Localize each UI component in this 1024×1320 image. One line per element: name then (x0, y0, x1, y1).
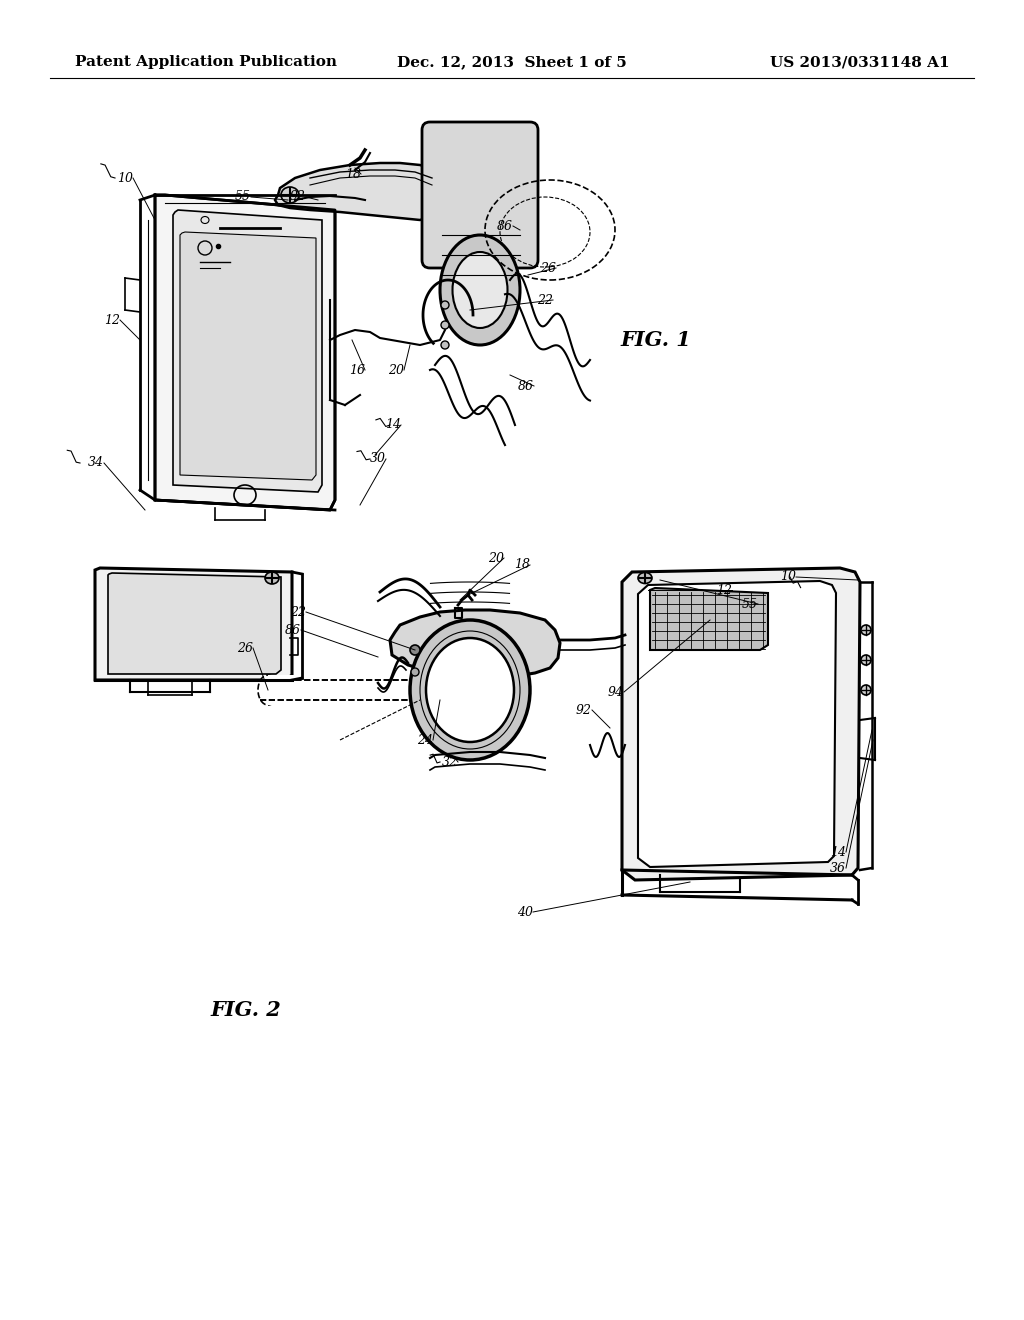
Text: 36: 36 (830, 862, 846, 874)
Text: 40: 40 (517, 906, 534, 919)
Ellipse shape (440, 235, 520, 345)
Text: 34: 34 (88, 457, 104, 470)
Text: 30: 30 (370, 453, 386, 466)
FancyBboxPatch shape (422, 121, 538, 268)
Polygon shape (650, 587, 768, 649)
Ellipse shape (453, 252, 508, 327)
Text: 32: 32 (442, 755, 458, 768)
Text: FIG. 1: FIG. 1 (620, 330, 691, 350)
Text: 26: 26 (540, 261, 556, 275)
Text: 86: 86 (497, 219, 513, 232)
Ellipse shape (426, 638, 514, 742)
Text: 55: 55 (742, 598, 758, 610)
Polygon shape (622, 568, 860, 880)
Text: 20: 20 (388, 363, 404, 376)
Text: 16: 16 (349, 363, 365, 376)
Text: 20: 20 (488, 552, 504, 565)
Text: 18: 18 (514, 558, 530, 572)
Text: 55: 55 (234, 190, 251, 203)
Text: 86: 86 (518, 380, 534, 392)
Ellipse shape (441, 341, 449, 348)
Ellipse shape (441, 301, 449, 309)
Polygon shape (268, 675, 408, 705)
Text: 22: 22 (290, 606, 306, 619)
Polygon shape (390, 610, 560, 678)
Text: 12: 12 (716, 583, 732, 597)
Ellipse shape (281, 187, 299, 203)
Ellipse shape (410, 620, 530, 760)
Ellipse shape (638, 573, 652, 583)
Text: 18: 18 (345, 168, 361, 181)
Text: Dec. 12, 2013  Sheet 1 of 5: Dec. 12, 2013 Sheet 1 of 5 (397, 55, 627, 69)
Text: 92: 92 (575, 704, 592, 717)
Text: US 2013/0331148 A1: US 2013/0331148 A1 (770, 55, 950, 69)
Polygon shape (180, 232, 316, 480)
Text: 10: 10 (780, 570, 796, 583)
Polygon shape (95, 568, 292, 680)
Text: 22: 22 (537, 293, 553, 306)
Polygon shape (638, 581, 836, 867)
Ellipse shape (410, 645, 420, 655)
Text: 14: 14 (830, 846, 846, 858)
Text: FIG. 2: FIG. 2 (210, 1001, 281, 1020)
Ellipse shape (861, 655, 871, 665)
Polygon shape (173, 210, 322, 492)
Text: 94: 94 (608, 685, 624, 698)
Text: 10: 10 (117, 172, 133, 185)
Polygon shape (108, 573, 281, 675)
Text: Patent Application Publication: Patent Application Publication (75, 55, 337, 69)
Text: 86: 86 (285, 623, 301, 636)
Polygon shape (155, 195, 335, 510)
Ellipse shape (411, 668, 419, 676)
Text: 24: 24 (417, 734, 433, 747)
Text: 26: 26 (237, 642, 253, 655)
Ellipse shape (861, 624, 871, 635)
Ellipse shape (265, 572, 279, 583)
Ellipse shape (861, 685, 871, 696)
Text: 12: 12 (104, 314, 120, 326)
Text: 92: 92 (290, 190, 306, 203)
Ellipse shape (258, 675, 278, 705)
Polygon shape (275, 162, 449, 220)
Text: 14: 14 (385, 418, 401, 432)
Ellipse shape (441, 321, 449, 329)
